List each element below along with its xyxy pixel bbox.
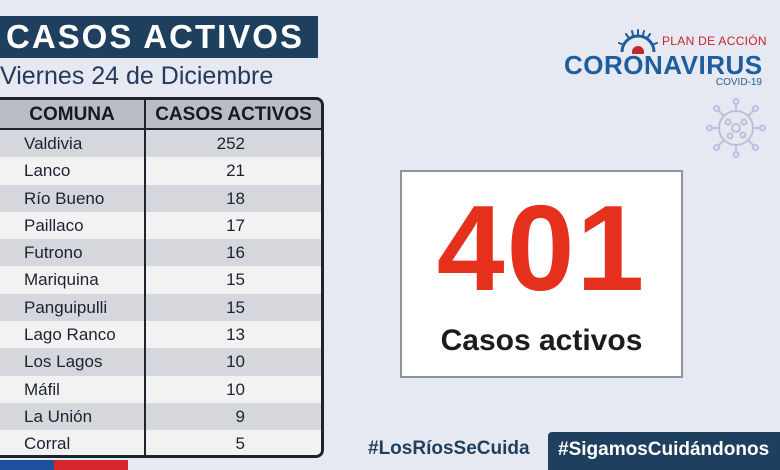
table-row: Panguipulli 15	[0, 293, 321, 322]
cell-comuna: Río Bueno	[0, 184, 146, 212]
date-subtitle: Viernes 24 de Diciembre	[0, 62, 274, 90]
cell-casos: 16	[226, 243, 245, 263]
table-body: Valdivia 252 Lanco 21 Río Bueno 18 Paillaco…	[0, 130, 321, 455]
cell-comuna: Lago Ranco	[0, 321, 146, 349]
hashtag-los-rios: #LosRíosSeCuida	[368, 438, 530, 459]
cell-comuna: Lanco	[0, 157, 146, 185]
total-active-cases-box: 401 Casos activos	[400, 170, 683, 378]
table-row: Lanco 21	[0, 157, 321, 185]
cell-comuna: Corral	[0, 430, 146, 455]
table-row: Futrono 16	[0, 239, 321, 267]
flag-stripe	[0, 460, 128, 470]
flag-red-segment	[54, 460, 128, 470]
total-active-cases-number: 401	[436, 180, 647, 316]
table-header: COMUNA CASOS ACTIVOS	[0, 100, 321, 130]
table-row: Paillaco 17	[0, 211, 321, 240]
column-header-casos: CASOS ACTIVOS	[155, 104, 312, 125]
title-banner: CASOS ACTIVOS	[0, 16, 318, 58]
coronavirus-logo: PLAN DE ACCIÓN CORONAVIRUS COVID-19	[562, 26, 767, 92]
flag-blue-segment	[0, 460, 54, 470]
cell-casos: 17	[226, 215, 245, 235]
cell-comuna: Máfil	[0, 375, 146, 403]
cell-casos: 15	[226, 297, 245, 317]
cell-comuna: La Unión	[0, 402, 146, 431]
logo-plan-text: PLAN DE ACCIÓN	[662, 34, 767, 48]
cell-casos: 15	[226, 270, 245, 290]
cell-comuna: Panguipulli	[0, 293, 146, 322]
logo-main-text: CORONAVIRUS	[564, 50, 763, 80]
cell-comuna: Los Lagos	[0, 348, 146, 376]
cell-casos: 18	[226, 188, 245, 208]
cell-casos: 13	[226, 325, 245, 345]
cell-casos: 10	[226, 352, 245, 372]
cell-casos: 10	[226, 379, 245, 399]
table-row: Lago Ranco 13	[0, 321, 321, 349]
cell-comuna: Valdivia	[0, 130, 146, 158]
sun-rays-icon	[618, 29, 658, 54]
table-row: La Unión 9	[0, 402, 321, 431]
table-row: Valdivia 252	[0, 130, 321, 158]
table-row: Máfil 10	[0, 375, 321, 403]
virus-icon	[706, 98, 766, 158]
hashtag-sigamos: #SigamosCuidándonos	[548, 432, 780, 470]
total-active-cases-label: Casos activos	[440, 324, 643, 357]
cell-casos: 9	[235, 406, 245, 426]
table-row: Los Lagos 10	[0, 348, 321, 376]
cell-casos: 21	[226, 161, 245, 181]
cell-comuna: Paillaco	[0, 211, 146, 240]
column-header-comuna: COMUNA	[0, 100, 146, 128]
table-row: Corral 5	[0, 430, 321, 455]
cell-casos: 5	[235, 434, 245, 454]
cases-table: COMUNA CASOS ACTIVOS Valdivia 252 Lanco 21…	[0, 97, 324, 458]
cell-casos: 252	[216, 134, 245, 153]
logo-sub-text: COVID-19	[715, 77, 762, 88]
table-row: Mariquina 15	[0, 266, 321, 294]
table-row: Río Bueno 18	[0, 184, 321, 212]
cell-comuna: Futrono	[0, 239, 146, 267]
cell-comuna: Mariquina	[0, 266, 146, 294]
